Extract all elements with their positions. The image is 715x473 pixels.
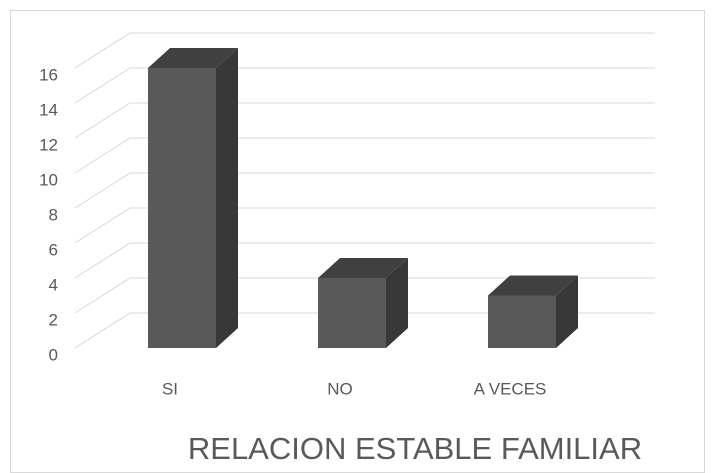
bar <box>488 295 556 348</box>
y-tick-label: 16 <box>39 65 58 84</box>
y-tick-label: 0 <box>49 345 58 364</box>
grid-line-depth <box>74 32 131 69</box>
grid-line-depth <box>74 242 131 279</box>
bar <box>148 68 216 348</box>
grid-line-depth <box>74 137 131 174</box>
y-tick-label: 10 <box>39 170 58 189</box>
grid-line-depth <box>74 277 131 314</box>
y-tick-label: 2 <box>49 310 58 329</box>
y-tick-label: 8 <box>49 205 58 224</box>
y-tick-label: 6 <box>49 240 58 259</box>
grid-line-depth <box>74 102 131 139</box>
y-tick-label: 14 <box>39 100 58 119</box>
grid-line-depth <box>74 207 131 244</box>
y-tick-label: 4 <box>49 275 58 294</box>
bar-side <box>556 275 578 348</box>
grid-line-depth <box>74 67 131 104</box>
grid-line-depth <box>74 172 131 209</box>
bar <box>318 278 386 348</box>
x-tick-label: NO <box>327 379 353 398</box>
bar-side <box>386 258 408 348</box>
x-tick-label: A VECES <box>474 379 547 398</box>
bar-top <box>318 258 408 278</box>
x-tick-label: SI <box>162 379 178 398</box>
grid-line-depth <box>74 312 131 349</box>
chart-title: RELACION ESTABLE FAMILIAR <box>188 431 642 466</box>
bar-top <box>148 48 238 68</box>
bar-side <box>216 48 238 348</box>
y-tick-label: 12 <box>39 135 58 154</box>
bar-top <box>488 275 578 296</box>
chart-border <box>10 10 705 473</box>
